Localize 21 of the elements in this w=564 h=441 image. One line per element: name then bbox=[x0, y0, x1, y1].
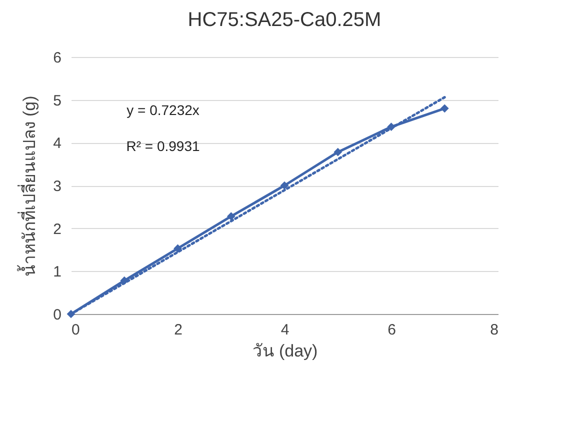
y-tick-label: 1 bbox=[53, 264, 62, 281]
x-tick-label: 4 bbox=[280, 322, 290, 338]
x-tick-label: 2 bbox=[174, 322, 182, 338]
y-tick-label: 3 bbox=[53, 178, 62, 195]
point bbox=[334, 148, 342, 156]
chart-title: HC75:SA25-Ca0.25M bbox=[188, 9, 382, 31]
y-tick-label: 0 bbox=[53, 306, 62, 324]
y-axis-title: น้ำหนักที่เปลี่ยนแปลง (g) bbox=[17, 96, 40, 276]
x-tick-label: 0 bbox=[72, 322, 80, 338]
x-tick-label: 6 bbox=[388, 322, 396, 338]
x-tick-label: 8 bbox=[490, 322, 498, 338]
y-tick-label: 2 bbox=[53, 220, 62, 238]
y-tick-label: 5 bbox=[53, 92, 62, 110]
x-axis-title: วัน (day) bbox=[252, 342, 318, 360]
y-tick-label: 4 bbox=[53, 135, 62, 152]
y-tick-label: 6 bbox=[53, 50, 62, 66]
annotation: y = 0.7232x bbox=[126, 102, 200, 118]
point bbox=[226, 212, 236, 221]
annotation: R² = 0.9931 bbox=[126, 138, 200, 154]
point bbox=[440, 104, 449, 113]
point bbox=[280, 181, 289, 190]
